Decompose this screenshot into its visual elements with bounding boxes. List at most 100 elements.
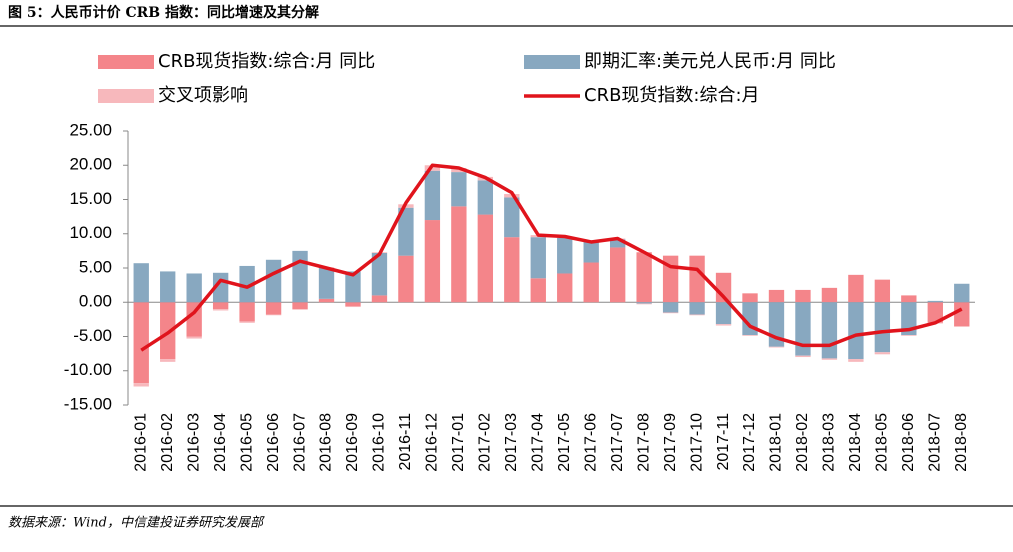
x-tick-label: 2017-06 <box>582 413 599 472</box>
x-tick-label: 2016-12 <box>424 413 441 472</box>
x-tick-label: 2016-08 <box>318 413 335 472</box>
bar <box>212 302 229 310</box>
y-tick-label: 25.00 <box>69 120 112 139</box>
bar <box>398 207 414 256</box>
x-tick-label: 2017-11 <box>715 413 732 471</box>
bar <box>451 206 467 303</box>
bar <box>530 237 546 279</box>
bar <box>477 214 494 303</box>
bar <box>451 172 467 207</box>
x-tick-label: 2017-10 <box>688 413 705 472</box>
y-tick-label: 0.00 <box>79 292 112 311</box>
bar <box>768 289 785 303</box>
bar <box>239 265 255 303</box>
x-tick-label: 2018-02 <box>794 413 811 472</box>
x-tick-label: 2018-01 <box>768 413 785 472</box>
bar <box>345 302 361 307</box>
bar <box>742 293 758 303</box>
bar <box>821 302 838 359</box>
bar <box>292 250 308 303</box>
bar <box>689 255 705 303</box>
bar <box>742 335 758 336</box>
bar <box>186 302 202 337</box>
bar <box>954 283 970 303</box>
bar <box>557 237 573 274</box>
bar <box>318 298 335 303</box>
bar <box>636 303 652 305</box>
legend-label: 交叉项影响 <box>158 85 248 106</box>
x-tick-label: 2018-05 <box>874 413 891 472</box>
bar <box>821 287 838 303</box>
bar <box>424 170 441 221</box>
source-note: 数据来源：Wind，中信建投证券研究发展部 <box>8 515 265 531</box>
bar <box>530 278 546 303</box>
legend-label: 即期汇率:美元兑人民币:月 同比 <box>584 51 836 72</box>
bar <box>848 274 864 303</box>
legend-swatch <box>98 55 154 69</box>
x-tick-label: 2017-03 <box>503 413 520 472</box>
bar <box>345 271 361 303</box>
line <box>140 163 963 352</box>
x-tick-label: 2018-08 <box>953 413 970 472</box>
bar <box>292 309 308 310</box>
x-tick-label: 2016-10 <box>371 413 388 472</box>
x-tick-label: 2016-02 <box>159 413 176 472</box>
bar <box>689 302 705 315</box>
chart-title: 图 5：人民币计价 CRB 指数：同比增速及其分解 <box>8 4 319 21</box>
x-tick-label: 2018-07 <box>927 413 944 472</box>
bar <box>504 237 520 303</box>
x-tick-label: 2016-01 <box>132 413 149 472</box>
x-tick-label: 2017-05 <box>556 413 573 472</box>
x-tick-label: 2018-04 <box>847 413 864 472</box>
y-tick-label: -5.00 <box>73 326 112 345</box>
bar <box>557 273 573 303</box>
legend-swatch <box>98 89 154 103</box>
bar <box>609 247 626 303</box>
x-tick-label: 2016-11 <box>397 413 414 471</box>
x-tick-label: 2016-05 <box>238 413 255 472</box>
bar <box>874 352 891 355</box>
bar <box>954 302 970 327</box>
bar <box>795 302 811 356</box>
bar <box>821 358 838 360</box>
bar <box>715 324 732 326</box>
x-tick-label: 2016-03 <box>185 413 202 472</box>
legend-label: CRB现货指数:综合:月 同比 <box>158 51 375 72</box>
bar <box>371 252 388 296</box>
bar <box>265 302 282 315</box>
x-tick-label: 2017-07 <box>609 413 626 472</box>
bar <box>398 255 414 303</box>
bar <box>768 346 785 348</box>
bar <box>636 252 652 303</box>
bar <box>239 302 255 322</box>
x-tick-label: 2016-09 <box>344 413 361 472</box>
bar <box>133 302 149 384</box>
bar <box>715 302 732 325</box>
legend-label: CRB现货指数:综合:月 <box>584 85 760 106</box>
y-tick-label: -15.00 <box>64 394 112 413</box>
bar <box>345 306 361 308</box>
bar <box>874 302 891 353</box>
x-tick-label: 2017-04 <box>529 413 546 472</box>
bar <box>265 314 282 316</box>
x-tick-label: 2017-01 <box>450 413 467 472</box>
bar <box>265 259 282 303</box>
bar <box>371 295 388 303</box>
x-tick-label: 2017-08 <box>635 413 652 472</box>
bar <box>583 241 599 263</box>
bar <box>689 314 705 316</box>
bar <box>636 302 652 304</box>
bar <box>212 309 229 311</box>
bar <box>186 273 202 303</box>
bar <box>901 295 917 303</box>
y-tick-label: 15.00 <box>69 189 112 208</box>
bar <box>133 383 149 387</box>
y-tick-label: -10.00 <box>64 360 112 379</box>
y-tick-label: 5.00 <box>79 257 112 276</box>
bar <box>662 312 679 314</box>
y-tick-label: 10.00 <box>69 223 112 242</box>
bar <box>504 197 520 238</box>
x-tick-label: 2016-04 <box>212 413 229 472</box>
bar <box>318 268 335 299</box>
